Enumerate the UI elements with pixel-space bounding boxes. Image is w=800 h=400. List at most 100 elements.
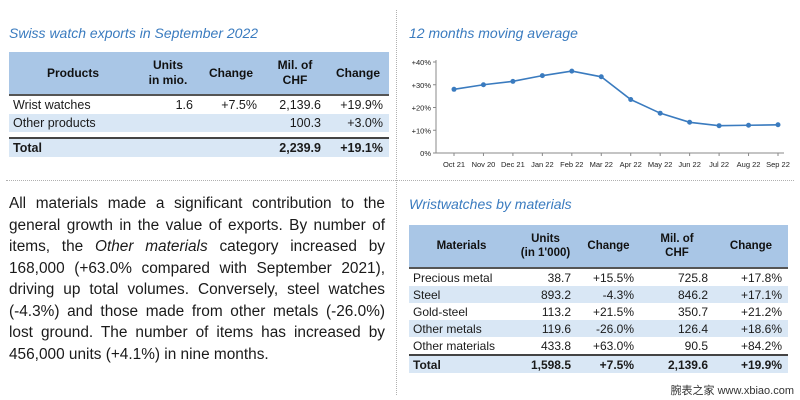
x-tick-label: Apr 22 <box>620 160 642 169</box>
data-point <box>451 86 457 92</box>
data-point <box>746 122 752 128</box>
total-chf-change: +19.1% <box>327 137 389 157</box>
x-tick-label: Jun 22 <box>678 160 701 169</box>
total-row: Total 1,598.5 +7.5% 2,139.6 +19.9% <box>409 354 788 373</box>
x-tick-label: Dec 21 <box>501 160 525 169</box>
data-point <box>657 110 663 116</box>
units-value: 433.8 <box>540 338 571 353</box>
data-point <box>628 97 634 103</box>
data-point <box>598 74 604 80</box>
average-title: 12 months moving average <box>409 25 578 41</box>
material-name: Gold-steel <box>413 304 468 319</box>
data-point <box>775 122 781 128</box>
x-tick-label: May 22 <box>648 160 673 169</box>
table-spacer <box>9 132 389 138</box>
total-chf: 2,239.9 <box>263 137 327 157</box>
y-tick-label: 0% <box>420 149 431 158</box>
units-value: 113.2 <box>541 304 571 319</box>
data-point <box>510 78 516 84</box>
table-row: Other metals 119.6 -26.0% 126.4 +18.6% <box>409 320 788 337</box>
total-units <box>137 137 199 157</box>
product-name: Wrist watches <box>13 98 91 112</box>
units-change: +63.0% <box>592 338 634 353</box>
materials-table: Materials Units (in 1'000) Change Mil. o… <box>409 225 788 373</box>
product-name: Other products <box>9 114 137 132</box>
total-chf-change: +19.9% <box>714 354 788 373</box>
exports-title: Swiss watch exports in September 2022 <box>9 25 259 41</box>
x-tick-label: Mar 22 <box>590 160 613 169</box>
total-label: Total <box>9 137 137 157</box>
chf-change: +18.6% <box>714 320 788 337</box>
total-units-change: +7.5% <box>577 354 640 373</box>
total-label: Total <box>409 354 514 373</box>
exports-header-units: Units in mio. <box>137 52 199 96</box>
chf-change: +17.8% <box>740 270 782 285</box>
material-name: Other metals <box>409 320 514 337</box>
table-row: Precious metal 38.7 +15.5% 725.8 +17.8% <box>409 268 788 286</box>
series-line <box>453 70 779 127</box>
material-name: Precious metal <box>413 270 493 285</box>
watermark: 腕表之家 www.xbiao.com <box>670 385 794 397</box>
data-point <box>480 82 486 88</box>
units-value: 119.6 <box>514 320 577 337</box>
materials-header-change-chf: Change <box>714 225 788 269</box>
units-change <box>199 114 263 132</box>
chf-value: 846.2 <box>640 286 714 303</box>
exports-header-products: Products <box>9 52 137 96</box>
table-row: Gold-steel 113.2 +21.5% 350.7 +21.2% <box>409 303 788 320</box>
units-change: +15.5% <box>592 270 634 285</box>
total-chf: 2,139.6 <box>640 354 714 373</box>
units-change: +21.5% <box>592 304 634 319</box>
chf-value: 350.7 <box>677 304 708 319</box>
chf-value: 100.3 <box>263 114 327 132</box>
y-tick-label: +20% <box>412 104 432 113</box>
data-point <box>687 119 693 125</box>
materials-header-chf: Mil. of CHF <box>640 225 714 269</box>
material-name: Steel <box>409 286 514 303</box>
moving-average-chart: 0% +10% +20% +30% +40% Oct 21 Nov 20 Dec 21 Jan … <box>412 58 790 169</box>
data-point <box>716 123 722 129</box>
x-tick-label: Jan 22 <box>531 160 554 169</box>
exports-header-change-chf: Change <box>327 52 389 96</box>
materials-header-change-units: Change <box>577 225 640 269</box>
units-value: 1.6 <box>175 98 193 112</box>
chf-change: +21.2% <box>740 304 782 319</box>
materials-title: Wristwatches by materials <box>409 196 572 212</box>
materials-header-name: Materials <box>409 225 514 269</box>
y-tick-label: +40% <box>412 58 432 67</box>
units-value <box>137 114 199 132</box>
table-row: Wrist watches 1.6 +7.5% 2,139.6 +19.9% <box>9 95 389 114</box>
units-change: -26.0% <box>577 320 640 337</box>
data-point <box>569 68 575 74</box>
y-tick-label: +30% <box>412 81 432 90</box>
table-row: Steel 893.2 -4.3% 846.2 +17.1% <box>409 286 788 303</box>
materials-header-units: Units (in 1'000) <box>514 225 577 269</box>
total-units: 1,598.5 <box>514 354 577 373</box>
x-tick-label: Nov 20 <box>472 160 496 169</box>
exports-header-chf: Mil. of CHF <box>263 52 327 96</box>
vertical-divider <box>396 10 397 395</box>
chf-change: +3.0% <box>327 114 389 132</box>
data-point <box>539 73 545 79</box>
units-change: +7.5% <box>221 98 257 112</box>
chf-value: 126.4 <box>640 320 714 337</box>
summary-emphasis: Other materials <box>94 238 208 255</box>
summary-text: category increased by 168,000 (+63.0% co… <box>9 238 386 363</box>
exports-header-change-units: Change <box>199 52 263 96</box>
y-tick-label: +10% <box>412 126 432 135</box>
x-tick-label: Aug 22 <box>737 160 761 169</box>
chf-value: 90.5 <box>684 338 708 353</box>
units-value: 38.7 <box>547 270 571 285</box>
total-units-change <box>199 137 263 157</box>
horizontal-divider <box>6 180 794 181</box>
x-tick-label: Sep 22 <box>766 160 790 169</box>
chf-change: +19.9% <box>340 98 383 112</box>
exports-table: Products Units in mio. Change Mil. of CH… <box>9 52 389 157</box>
chf-change: +17.1% <box>714 286 788 303</box>
table-row: Other products 100.3 +3.0% <box>9 114 389 132</box>
x-tick-label: Feb 22 <box>560 160 583 169</box>
units-change: -4.3% <box>577 286 640 303</box>
units-value: 893.2 <box>514 286 577 303</box>
material-name: Other materials <box>413 338 496 353</box>
total-row: Total 2,239.9 +19.1% <box>9 137 389 157</box>
